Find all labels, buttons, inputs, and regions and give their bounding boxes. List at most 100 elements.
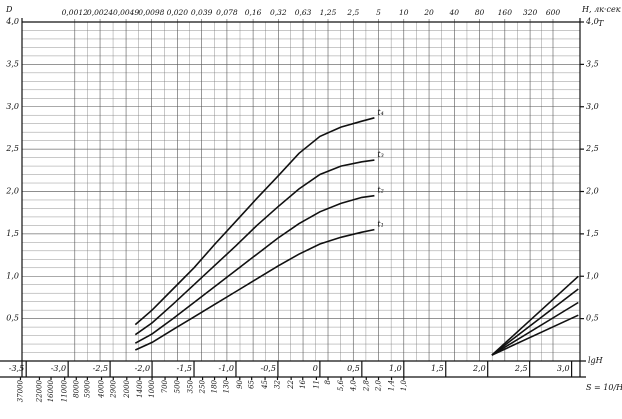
- y2-axis-label: T: [598, 19, 604, 28]
- x2-tick-label: 0,0024: [87, 8, 113, 17]
- y2-tick-label: 2,0: [585, 187, 599, 196]
- x3-tick-label: 1000: [148, 379, 156, 397]
- y-tick-label: 2,5: [5, 144, 19, 153]
- curve-label: t₁: [377, 220, 383, 229]
- curve-label: t₃: [377, 150, 383, 159]
- curve: [134, 228, 375, 351]
- x3-tick-label: 4000: [98, 379, 106, 398]
- x2-tick-label: 0,0098: [138, 8, 164, 17]
- y2-tick-label: 4,0: [585, 17, 599, 26]
- x3-tick-label: 8000: [72, 379, 80, 397]
- x3-tick-label: 11: [312, 380, 320, 389]
- x3-tick-label: 65: [248, 379, 256, 388]
- x3-tick-label: 130: [222, 379, 230, 393]
- x2-tick-label: 40: [449, 8, 460, 17]
- x2-tick-label: 0,16: [245, 8, 262, 17]
- curve-label: t₂: [377, 186, 383, 195]
- y-tick-label: 3,5: [6, 59, 19, 68]
- x3-tick-label: 37000: [16, 379, 24, 402]
- y2-tick-label: 1,5: [586, 229, 599, 238]
- x3-tick-label: 16000: [47, 379, 55, 402]
- x-tick-label: -1,0: [219, 364, 234, 373]
- x2-tick-label: 0,63: [295, 8, 312, 17]
- curve: [491, 275, 579, 356]
- x-axis-label: lgH: [588, 356, 604, 365]
- y2-tick-label: 0,5: [586, 314, 599, 323]
- curve: [491, 301, 579, 356]
- x3-tick-label: 2000: [123, 379, 131, 398]
- x3-tick-label: 90: [236, 379, 244, 388]
- curve: [134, 194, 375, 344]
- curve: [134, 159, 375, 336]
- x-tick-label: 1,0: [389, 364, 402, 373]
- x3-tick-label: 1400: [136, 379, 144, 397]
- x3-tick-label: 5,6: [337, 379, 345, 391]
- x3-tick-label: 22: [287, 379, 295, 389]
- x3-tick-label: 22000: [35, 379, 43, 403]
- x-tick-label: 0,5: [347, 364, 360, 373]
- x3-tick-label: 180: [211, 379, 219, 393]
- x3-tick-label: 16: [299, 379, 307, 388]
- x3-tick-label: 11000: [61, 379, 69, 402]
- x2-tick-label: 0,078: [216, 8, 238, 17]
- x3-tick-label: 5900: [83, 379, 91, 397]
- y2-tick-label: 3,5: [586, 59, 599, 68]
- x2-tick-label: 2,5: [346, 8, 359, 17]
- x-tick-label: 0: [313, 364, 318, 373]
- y-tick-label: 1,0: [6, 271, 19, 280]
- x2-tick-label: 0,32: [270, 8, 287, 17]
- x2-tick-label: 160: [498, 8, 513, 17]
- x-tick-label: 2,5: [514, 364, 528, 373]
- x3-tick-label: 500: [173, 379, 181, 393]
- x2-tick-label: 80: [475, 8, 485, 17]
- x2-tick-label: 600: [546, 8, 561, 17]
- x3-tick-label: 32: [273, 379, 281, 388]
- x3-tick-label: 700: [161, 379, 169, 393]
- x-tick-label: -3,5: [9, 364, 24, 373]
- curve: [134, 117, 375, 326]
- y-tick-label: 3,0: [6, 102, 19, 111]
- x-tick-label: 3,0: [557, 364, 570, 373]
- x3-tick-label: 250: [199, 379, 207, 394]
- y-tick-label: 2,0: [5, 187, 19, 196]
- x2-tick-label: 1,25: [320, 8, 337, 17]
- y-axis-label: D: [5, 5, 13, 14]
- y2-tick-label: 1,0: [586, 271, 599, 280]
- x3-tick-label: 1,4: [388, 380, 396, 391]
- x2-tick-label: 320: [523, 8, 538, 17]
- x-tick-label: -2,0: [135, 364, 150, 373]
- x3-tick-label: 45: [261, 379, 269, 389]
- x3-axis-label: S = 10/H: [586, 383, 622, 392]
- x3-tick-label: 2,8: [362, 379, 370, 392]
- x-tick-label: 2,0: [472, 364, 486, 373]
- x3-tick-label: 8: [324, 379, 332, 384]
- x-tick-label: -2,5: [93, 364, 108, 373]
- x2-tick-label: 10: [399, 8, 409, 17]
- y2-tick-label: 2,5: [585, 144, 599, 153]
- x2-axis-label: H, лк·сек: [581, 5, 621, 14]
- x2-tick-label: 0,0012: [62, 8, 88, 17]
- y2-tick-label: 3,0: [586, 102, 599, 111]
- x-tick-label: -1,5: [177, 364, 192, 373]
- curve-label: t₄: [377, 108, 383, 117]
- x2-tick-label: 5: [376, 8, 381, 17]
- x2-tick-label: 0,020: [167, 8, 189, 17]
- curve: [491, 314, 579, 356]
- x3-tick-label: 1,0: [400, 379, 408, 391]
- x2-tick-label: 0,0049: [113, 8, 139, 17]
- y-tick-label: 0,5: [6, 314, 19, 323]
- x3-tick-label: 4,0: [349, 379, 357, 392]
- curve: [491, 288, 579, 356]
- x-tick-label: 1,5: [431, 364, 444, 373]
- x3-tick-label: 2900: [109, 379, 117, 398]
- x-tick-label: -0,5: [260, 364, 275, 373]
- x3-tick-label: 2,0: [375, 379, 383, 392]
- x2-tick-label: 20: [423, 8, 434, 17]
- x2-tick-label: 0,039: [191, 8, 213, 17]
- y-tick-label: 4,0: [5, 17, 19, 26]
- y-tick-label: 1,5: [6, 229, 19, 238]
- x3-tick-label: 350: [186, 379, 194, 393]
- x-tick-label: -3,0: [51, 364, 66, 373]
